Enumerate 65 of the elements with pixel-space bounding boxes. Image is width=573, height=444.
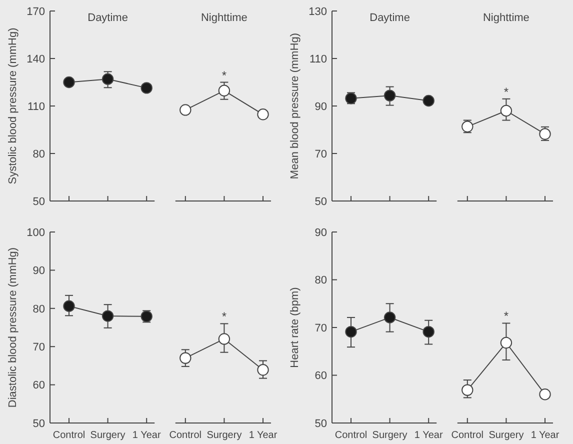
point: [257, 108, 269, 120]
y-tick-label: 50: [32, 196, 45, 208]
y-tick-label: 60: [314, 370, 327, 382]
y-tick-label: 60: [32, 380, 45, 392]
point: [218, 84, 230, 96]
x-tick-label: Control: [52, 430, 86, 441]
point: [63, 300, 75, 312]
point: [384, 90, 396, 102]
point: [422, 94, 434, 107]
point: [180, 352, 192, 364]
x-tick-label: 1 Year: [132, 430, 162, 441]
point: [102, 310, 114, 322]
x-tick-label: Control: [169, 430, 202, 441]
point: [180, 104, 192, 116]
y-tick-label: 50: [314, 418, 327, 430]
x-tick-label: 1 Year: [530, 430, 560, 441]
point: [345, 326, 357, 338]
y-tick-label: 140: [26, 53, 45, 66]
x-tick-label: 1 Year: [248, 430, 278, 441]
x-tick-label: Surgery: [90, 430, 126, 441]
point: [102, 73, 114, 85]
point: [539, 388, 551, 400]
point: [462, 384, 474, 396]
y-tick-label: 50: [32, 418, 45, 430]
point: [500, 104, 512, 117]
y-tick-label: 70: [314, 148, 327, 160]
annotation: Nighttime: [200, 12, 248, 24]
annotation: *: [222, 310, 227, 324]
y-tick-label: 80: [314, 274, 327, 287]
annotation: *: [504, 84, 509, 99]
annotation: Nighttime: [482, 12, 530, 24]
x-tick-label: Control: [334, 430, 368, 441]
point: [140, 82, 152, 94]
x-tick-label: 1 Year: [414, 430, 444, 441]
point: [218, 333, 230, 345]
point: [422, 326, 434, 338]
y-axis-title: Systolic blood pressure (mmHg): [7, 28, 19, 184]
point: [257, 364, 269, 376]
annotation: Daytime: [88, 12, 128, 24]
y-tick-label: 100: [26, 226, 45, 239]
annotation: *: [222, 68, 227, 82]
point: [63, 76, 75, 88]
y-tick-label: 70: [32, 341, 45, 354]
y-tick-label: 50: [314, 196, 327, 208]
y-tick-label: 90: [314, 100, 327, 113]
y-tick-label: 90: [314, 226, 327, 239]
y-axis-title: Diastolic blood pressure (mmHg): [7, 247, 19, 408]
x-tick-label: Surgery: [206, 430, 242, 441]
annotation: Daytime: [370, 12, 410, 24]
x-tick-label: Surgery: [488, 430, 524, 441]
x-tick-label: Control: [451, 430, 484, 441]
y-axis-title: Heart rate (bpm): [289, 287, 301, 368]
annotation: *: [504, 309, 509, 324]
y-tick-label: 90: [32, 265, 45, 278]
y-tick-label: 80: [32, 148, 45, 160]
y-tick-label: 110: [309, 53, 327, 66]
y-axis-title: Mean blood pressure (mmHg): [289, 32, 301, 180]
y-tick-label: 170: [26, 6, 45, 18]
y-tick-label: 80: [32, 303, 45, 316]
x-tick-label: Surgery: [372, 430, 408, 441]
y-tick-label: 110: [27, 100, 45, 113]
point: [384, 312, 396, 324]
y-tick-label: 130: [308, 6, 327, 18]
point: [500, 336, 512, 349]
y-tick-label: 70: [314, 322, 327, 334]
